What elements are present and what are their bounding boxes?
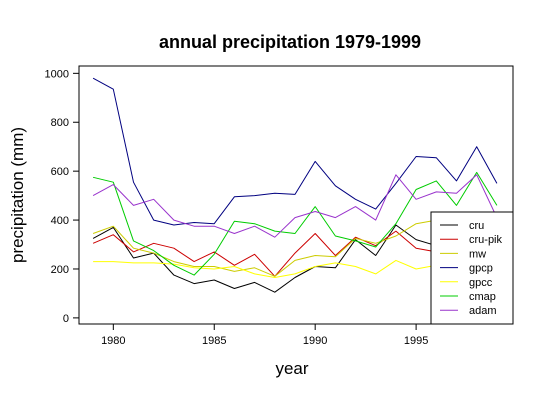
legend-label-cmap: cmap	[469, 291, 496, 303]
y-tick-label: 400	[51, 215, 69, 227]
series-line-cmap	[92, 171, 498, 276]
y-tick-label: 600	[51, 166, 69, 178]
series-line-cru	[92, 224, 497, 293]
series-line-gpcc	[93, 259, 497, 278]
legend: cru cru-pik mw gpcp gpcc cmap adam	[430, 211, 514, 325]
legend-label-cru: cru	[469, 220, 484, 232]
x-tick-label: 1985	[202, 335, 226, 347]
x-axis-label: year	[275, 359, 308, 378]
x-tick-label: 1995	[404, 335, 428, 347]
axes: 1980 1985 1990 1995 0 200 400 600 800 1000	[45, 68, 429, 347]
legend-label-mw: mw	[469, 248, 486, 260]
series-line-cru-pik	[92, 230, 497, 277]
series-lines	[92, 77, 498, 293]
series-line-gpcp	[92, 77, 498, 226]
legend-label-gpcp: gpcp	[469, 263, 493, 275]
y-tick-label: 200	[51, 264, 69, 276]
y-tick-label: 1000	[45, 68, 69, 80]
legend-label-adam: adam	[469, 305, 497, 317]
legend-label-gpcc: gpcc	[469, 277, 493, 289]
series-line-adam	[92, 174, 498, 238]
x-tick-label: 1990	[303, 335, 327, 347]
y-tick-label: 0	[63, 313, 69, 325]
legend-label-cru-pik: cru-pik	[469, 234, 503, 246]
chart-title: annual precipitation 1979-1999	[159, 32, 421, 52]
plot-frame	[78, 65, 514, 325]
y-tick-label: 800	[51, 117, 69, 129]
x-tick-label: 1980	[101, 335, 125, 347]
y-axis-label: precipitation (mm)	[8, 127, 27, 263]
